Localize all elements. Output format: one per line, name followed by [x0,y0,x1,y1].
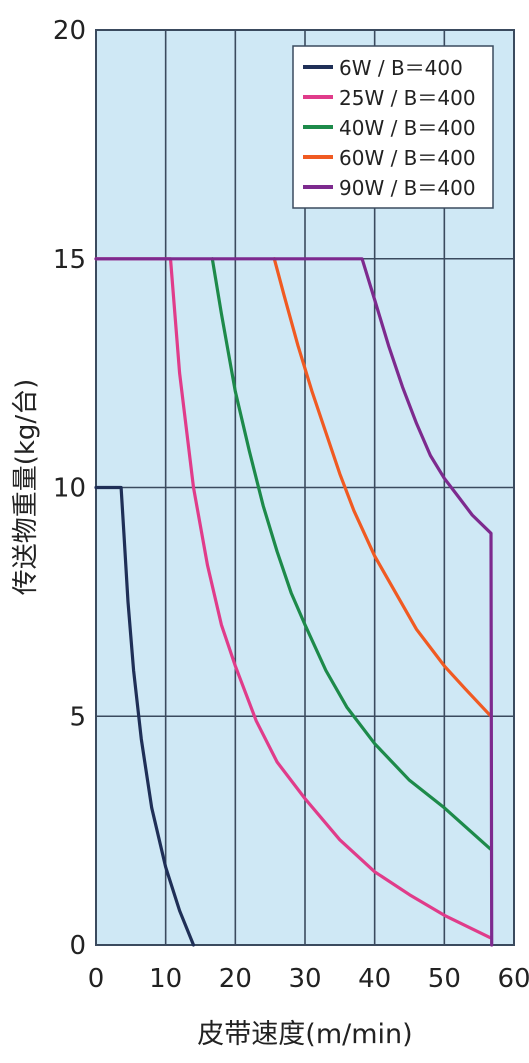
legend-label: 90W / B＝400 [339,176,476,200]
legend-label: 25W / B＝400 [339,86,476,110]
x-tick-label: 0 [88,964,105,994]
x-tick-label: 40 [358,964,391,994]
series-lines [94,257,494,947]
legend-label: 60W / B＝400 [339,146,476,170]
legend: 6W / B＝400 25W / B＝400 40W / B＝400 60W / B＝… [292,45,494,209]
y-tick-label: 10 [53,474,86,504]
x-tick-label: 20 [219,964,252,994]
x-tick-label: 50 [428,964,461,994]
y-tick-label: 20 [53,16,86,46]
x-tick-label: 60 [497,964,529,994]
y-tick-label: 5 [69,702,86,732]
legend-label: 40W / B＝400 [339,116,476,140]
legend-label: 6W / B＝400 [339,56,463,80]
tick-labels: 0 10 20 30 40 50 60 0 5 10 15 20 [53,16,529,994]
series-line [210,257,492,851]
x-tick-label: 10 [149,964,182,994]
series-line [94,485,196,947]
series-line [94,257,494,947]
x-axis-title: 皮带速度(m/min) [197,1019,412,1050]
series-line [272,257,493,718]
y-axis-title: 传送物重量(kg/台) [11,379,41,596]
y-tick-label: 0 [69,931,86,961]
x-tick-label: 30 [288,964,321,994]
series-line [94,257,493,940]
y-tick-label: 15 [53,245,86,275]
